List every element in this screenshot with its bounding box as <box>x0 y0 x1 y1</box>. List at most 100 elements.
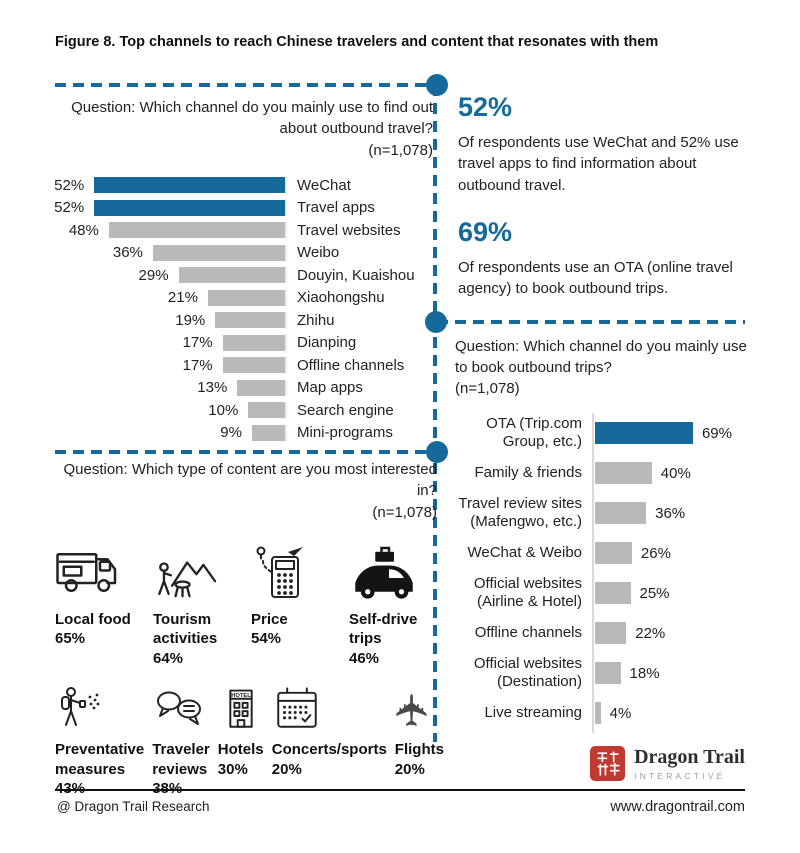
bar-row: Family & friends 40% <box>455 453 765 493</box>
bar-row: 9% Mini-programs <box>53 421 433 444</box>
bar-rows: 52% WeChat 52% Travel apps 48% Travel websi… <box>53 174 433 444</box>
dashed-line-bottom-left <box>55 450 427 454</box>
bar-category-label: Travel review sites (Mafengwo, etc.) <box>458 495 582 530</box>
chart-sample-size: (n=1,078) <box>368 141 433 159</box>
bar-row: 36% Weibo <box>53 241 433 264</box>
dashed-line-middle-right <box>437 320 745 324</box>
bar <box>178 267 285 284</box>
traveler-reviews-icon <box>152 682 210 732</box>
bar <box>595 582 631 604</box>
bar-category-label: Offline channels <box>474 624 582 641</box>
logo-subtitle: INTERACTIVE <box>634 770 726 781</box>
svg-text:HOTEL: HOTEL <box>231 694 251 700</box>
bar-value-label: 4% <box>609 704 632 722</box>
bar <box>108 222 285 239</box>
bar-category-label: Official websites (Airline & Hotel) <box>473 575 582 610</box>
bar-row: 21% Xiaohongshu <box>53 286 433 309</box>
bar-value-label: 40% <box>660 464 691 482</box>
pictogram-item: Price 54% <box>251 538 339 669</box>
bar <box>595 702 601 724</box>
pictogram-value: 30% <box>217 760 248 778</box>
bar <box>595 462 652 484</box>
bar-value-label: 13% <box>197 379 228 397</box>
chart-question: Question: Which channel do you mainly us… <box>53 97 433 161</box>
bar-value-label: 21% <box>167 289 198 307</box>
bar-row: Live streaming 4% <box>455 693 765 733</box>
calendar-icon <box>272 682 387 732</box>
bar-row: 19% Zhihu <box>53 309 433 332</box>
bar-row: 17% Offline channels <box>53 354 433 377</box>
tourism-activities-icon <box>153 538 241 602</box>
dashed-line-top <box>55 83 427 87</box>
bar-category-label: WeChat & Weibo <box>467 544 583 561</box>
bar-row: 13% Map apps <box>53 376 433 399</box>
chart-sample-size: (n=1,078) <box>455 380 520 397</box>
bar <box>152 244 285 261</box>
pictogram-value: 65% <box>55 630 86 648</box>
bar-category-label: Weibo <box>297 244 340 262</box>
key-stat-callouts: 52% Of respondents use WeChat and 52% us… <box>458 92 753 320</box>
bar-value-label: 48% <box>68 221 99 239</box>
bar-value-label: 36% <box>112 244 143 262</box>
content-interests-section: Question: Which type of content are you … <box>55 459 444 799</box>
bar <box>207 289 285 306</box>
logo-title: Dragon Trail <box>634 745 745 768</box>
chart-booking-channels: Question: Which channel do you mainly us… <box>455 336 765 733</box>
bar-category-label: Family & friends <box>474 464 582 481</box>
chart-question-text: Question: Which channel do you mainly us… <box>71 99 433 138</box>
pictogram-value: 64% <box>153 649 184 667</box>
bar-category-label: Zhihu <box>297 311 335 329</box>
bar <box>595 542 632 564</box>
price-calculator-icon <box>251 538 339 602</box>
bar-category-label: Map apps <box>297 379 363 397</box>
dragon-trail-seal-icon <box>590 746 626 781</box>
bar-category-label: Dianping <box>297 334 357 352</box>
connector-dot-top <box>426 74 448 96</box>
bar-value-label: 17% <box>182 334 213 352</box>
bar <box>248 402 285 419</box>
preventative-spray-icon <box>55 682 144 732</box>
hotel-icon: HOTEL <box>218 682 264 732</box>
bar-category-label: Search engine <box>297 401 394 419</box>
bar <box>595 422 693 444</box>
bar-category-label: Official websites (Destination) <box>473 655 582 690</box>
chart-find-out-channels: Question: Which channel do you mainly us… <box>53 97 433 444</box>
connector-dot-bottom <box>426 441 448 463</box>
bar-rows: OTA (Trip.com Group, etc.) 69% Family & f… <box>455 413 765 733</box>
chart-question-text: Question: Which channel do you mainly us… <box>455 338 747 376</box>
pictogram-item: HOTEL Hotels 30% <box>218 682 264 799</box>
food-truck-icon <box>55 538 143 602</box>
bar-value-label: 9% <box>220 424 242 442</box>
bar-value-label: 22% <box>635 624 666 642</box>
pictogram-value: 54% <box>251 630 282 648</box>
chart-sample-size: (n=1,078) <box>372 503 437 521</box>
bar-category-label: Douyin, Kuaishou <box>297 266 415 284</box>
callout-text: Of respondents use an OTA (online travel… <box>458 258 733 298</box>
bar-row: 29% Douyin, Kuaishou <box>53 264 433 287</box>
bar-category-label: Travel apps <box>297 199 375 217</box>
bar <box>94 199 285 216</box>
bar-value-label: 36% <box>655 504 686 522</box>
pictogram-label: Traveler reviews <box>152 741 210 778</box>
figure-title: Figure 8. Top channels to reach Chinese … <box>55 34 659 50</box>
bar <box>595 622 627 644</box>
pictogram-label: Flights <box>394 741 444 759</box>
pictogram-label: Hotels <box>217 741 264 759</box>
bar-value-label: 52% <box>54 199 85 217</box>
pictogram-item: Tourism activities 64% <box>153 538 241 669</box>
bar-category-label: Xiaohongshu <box>297 289 385 307</box>
bar-category-label: Travel websites <box>297 221 401 239</box>
footer-divider <box>55 789 745 791</box>
bar-value-label: 69% <box>701 424 732 442</box>
pictogram-label: Price <box>251 610 288 628</box>
bar-row: WeChat & Weibo 26% <box>455 533 765 573</box>
bar <box>222 334 285 351</box>
callout-text: Of respondents use WeChat and 52% use tr… <box>458 134 739 194</box>
bar-value-label: 10% <box>208 401 239 419</box>
bar-category-label: OTA (Trip.com Group, etc.) <box>486 415 582 450</box>
bar <box>237 379 285 396</box>
footer-credit: @ Dragon Trail Research <box>57 799 210 814</box>
bar-row: 52% Travel apps <box>53 196 433 219</box>
bar-row: 17% Dianping <box>53 331 433 354</box>
bar-row: Offline channels 22% <box>455 613 765 653</box>
